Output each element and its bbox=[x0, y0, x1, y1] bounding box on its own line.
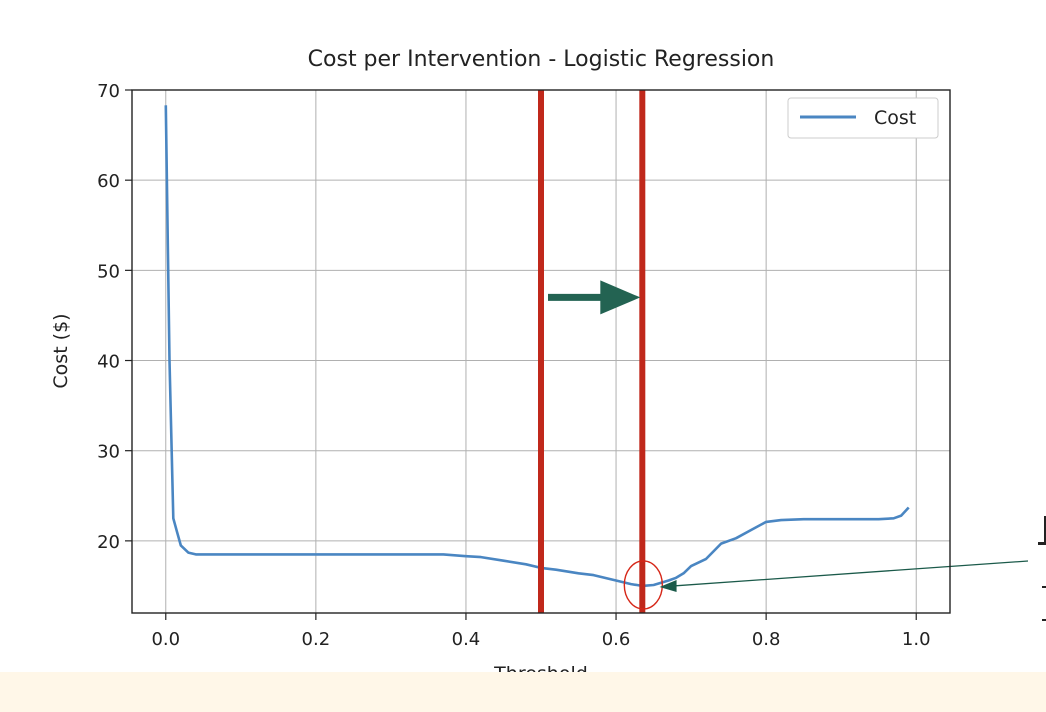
chart-title: Cost per Intervention - Logistic Regress… bbox=[308, 47, 775, 72]
cropped-text-fragment bbox=[1038, 516, 1046, 621]
x-tick-label: 0.8 bbox=[752, 629, 781, 650]
pointer-arrow-head bbox=[659, 579, 677, 592]
y-tick-label: 40 bbox=[97, 352, 120, 373]
y-tick-label: 20 bbox=[97, 532, 120, 553]
legend: Cost bbox=[787, 97, 939, 139]
legend-label-cost: Cost bbox=[874, 107, 916, 129]
series-line-cost bbox=[164, 105, 910, 588]
y-tick-label: 50 bbox=[97, 261, 120, 282]
y-axis-label: Cost ($) bbox=[50, 313, 72, 388]
x-tick-label: 0.6 bbox=[602, 629, 631, 650]
x-tick-label: 0.4 bbox=[452, 629, 481, 650]
plot-frame bbox=[131, 89, 951, 614]
shift-arrow-head bbox=[600, 280, 641, 315]
y-tick-label: 70 bbox=[97, 81, 120, 102]
pointer-arrow-shaft bbox=[673, 560, 1029, 587]
bottom-band bbox=[0, 672, 1046, 712]
minimum-circle bbox=[623, 560, 664, 610]
y-tick-label: 60 bbox=[97, 171, 120, 192]
series-layer bbox=[164, 105, 910, 588]
x-tick-label: 0.0 bbox=[151, 629, 180, 650]
annotations bbox=[538, 90, 1029, 613]
legend-box bbox=[787, 97, 939, 139]
ticks: 0.0 0.2 0.4 0.6 0.8 1.0 20 30 40 50 60 70 bbox=[97, 81, 930, 650]
y-tick-label: 30 bbox=[97, 442, 120, 463]
x-tick-label: 0.2 bbox=[302, 629, 331, 650]
x-tick-label: 1.0 bbox=[902, 629, 931, 650]
